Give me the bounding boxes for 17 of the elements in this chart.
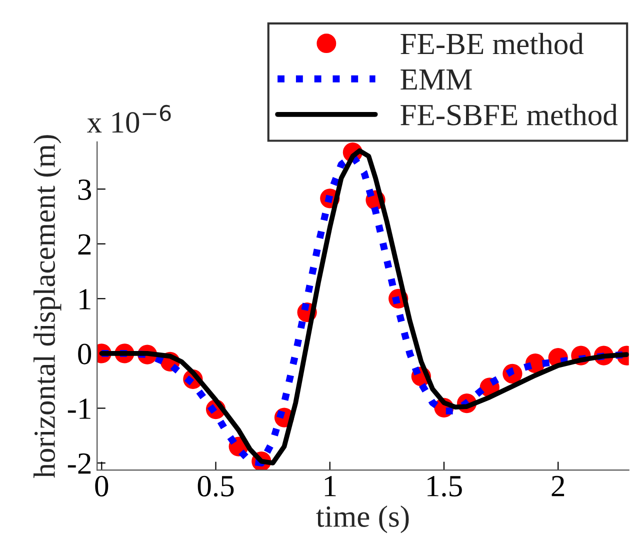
legend-label: FE-SBFE method	[400, 104, 618, 126]
x-tick-label: 1	[324, 476, 336, 496]
legend-label: FE-BE method	[400, 32, 584, 54]
y-tick-label: 2	[78, 234, 91, 254]
y-tick-label: 0	[78, 344, 92, 364]
x-tick-label: 1.5	[428, 476, 462, 497]
y-tick-label: -1	[68, 398, 90, 419]
x-tick-label: 2	[552, 476, 564, 496]
y-tick-label: 3	[78, 179, 92, 200]
text: x 10$^{−6}$	[87, 104, 171, 133]
legend-label: EMM	[400, 70, 472, 90]
x-tick-label: 0	[95, 476, 108, 496]
y-axis-title: horizontal displacement (m)	[34, 135, 62, 478]
x-axis-title: time (s)	[316, 505, 409, 534]
y-tick-label: 1	[80, 289, 90, 310]
y-tick-label: -2	[68, 453, 91, 474]
x-tick-label: 0.5	[198, 476, 234, 497]
